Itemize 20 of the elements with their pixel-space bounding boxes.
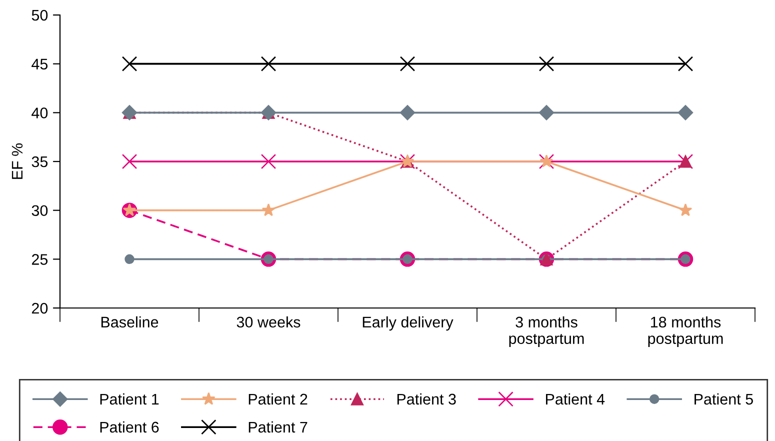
x-tick-label: Early delivery	[362, 316, 454, 331]
y-tick-label: 40	[32, 108, 48, 118]
legend-label: Patient 3	[397, 393, 456, 405]
x-tick-label: 30 weeks	[236, 316, 300, 328]
legend-label: Patient 4	[546, 393, 605, 405]
y-tick-label: 50	[32, 10, 48, 21]
y-tick-label: 25	[32, 254, 48, 265]
legend-label: Patient 5	[694, 393, 753, 405]
x-tick-label: 3 months postpartum	[509, 316, 584, 348]
y-axis-title: EF %	[12, 143, 23, 179]
x-tick-label: Baseline	[101, 316, 158, 328]
legend-label: Patient 2	[248, 393, 308, 405]
x-tick-label: 18 months postpartum	[648, 316, 723, 348]
y-tick-label: 45	[32, 58, 48, 70]
y-tick-label: 20	[32, 302, 48, 314]
legend-label: Patient 6	[100, 421, 159, 433]
legend-label: Patient 7	[248, 421, 308, 433]
y-tick-label: 30	[32, 205, 48, 216]
legend-label: Patient 1	[100, 393, 159, 405]
y-tick-label: 35	[32, 156, 48, 168]
